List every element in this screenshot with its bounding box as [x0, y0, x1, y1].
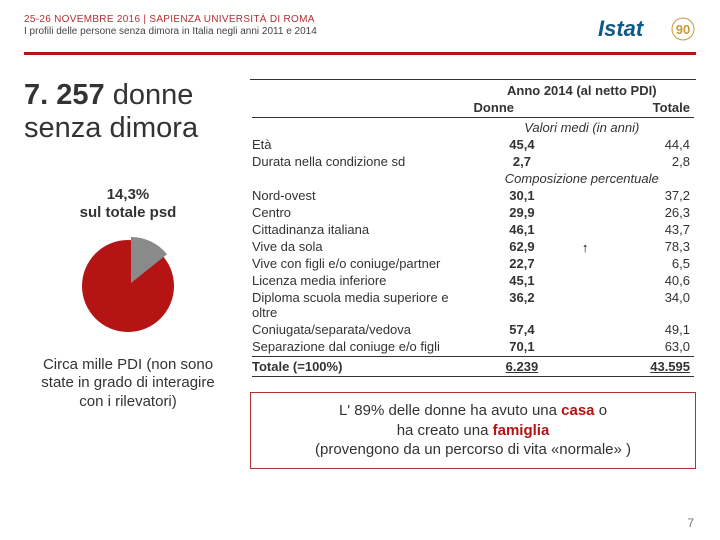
- callout-t2: o: [595, 402, 608, 419]
- callout-box: L' 89% delle donne ha avuto una casa o h…: [250, 392, 696, 469]
- row-totale: 6,5: [576, 255, 696, 272]
- row-label: Vive con figli e/o coniuge/partner: [250, 255, 468, 272]
- section2-title: Composizione percentuale: [468, 170, 696, 187]
- total-label: Totale (=100%): [250, 358, 468, 375]
- table-row: Separazione dal coniuge e/o figli70,163,…: [250, 338, 696, 355]
- table-row: Vive da sola62,9↑78,3: [250, 238, 696, 255]
- row-totale: 37,2: [576, 187, 696, 204]
- row-donne: 22,7: [468, 255, 577, 272]
- row-donne: 30,1: [468, 187, 577, 204]
- row-label: Nord-ovest: [250, 187, 468, 204]
- pie-chart: [78, 236, 178, 336]
- section1-title: Valori medi (in anni): [468, 119, 696, 136]
- callout-em2: famiglia: [493, 422, 550, 439]
- footnote-l1: Circa mille PDI (non sono: [43, 356, 213, 373]
- row-totale: 63,0: [576, 338, 696, 355]
- table-rule: [252, 117, 694, 118]
- left-column: 7. 257 donne senza dimora 14,3% sul tota…: [24, 79, 232, 469]
- total-totale: 43.595: [576, 358, 696, 375]
- right-column: Anno 2014 (al netto PDI) Donne Totale Va…: [250, 79, 696, 469]
- headline-line2: senza dimora: [24, 112, 198, 144]
- table-row: Nord-ovest30,137,2: [250, 187, 696, 204]
- headline-number: 7. 257: [24, 79, 105, 111]
- table-row: Cittadinanza italiana46,143,7: [250, 221, 696, 238]
- row-donne: 2,7: [468, 153, 577, 170]
- section-title-row: Valori medi (in anni): [250, 119, 696, 136]
- left-footnote: Circa mille PDI (non sono state in grado…: [24, 356, 232, 412]
- row-totale: 34,0: [576, 289, 696, 321]
- table-top-rule: [250, 79, 696, 80]
- table-row: Vive con figli e/o coniuge/partner22,76,…: [250, 255, 696, 272]
- logo-badge-text: 90: [676, 22, 690, 37]
- header-date-venue: 25-26 NOVEMBRE 2016 | SAPIENZA UNIVERSIT…: [24, 14, 317, 25]
- row-donne: 36,2: [468, 289, 577, 321]
- headline-word: donne: [113, 79, 194, 111]
- col-donne: Donne: [468, 99, 577, 116]
- stat-subtitle: sul totale psd: [24, 204, 232, 222]
- callout-t4: (provengono da un percorso di vita «norm…: [315, 441, 631, 458]
- table-row: Licenza media inferiore45,140,6: [250, 272, 696, 289]
- row-totale: 44,4: [576, 136, 696, 153]
- row-label: Coniugata/separata/vedova: [250, 321, 468, 338]
- callout-em1: casa: [561, 402, 594, 419]
- row-donne: 57,4: [468, 321, 577, 338]
- arrow-up-icon: ↑: [582, 240, 589, 255]
- footnote-l2: state in grado di interagire: [41, 374, 214, 391]
- row-label: Licenza media inferiore: [250, 272, 468, 289]
- row-donne: 45,1: [468, 272, 577, 289]
- row-totale: 26,3: [576, 204, 696, 221]
- table-header-row-1: Anno 2014 (al netto PDI): [250, 82, 696, 99]
- page-number: 7: [687, 516, 694, 530]
- istat-logo-icon: Istat: [598, 14, 668, 44]
- logo-text: Istat: [598, 16, 645, 41]
- row-label: Cittadinanza italiana: [250, 221, 468, 238]
- footnote-l3: con i rilevatori): [79, 393, 177, 410]
- callout-t3: ha creato una: [397, 422, 493, 439]
- row-totale: 40,6: [576, 272, 696, 289]
- total-donne: 6.239: [468, 358, 577, 375]
- row-donne: 29,9: [468, 204, 577, 221]
- table-header-row-2: Donne Totale: [250, 99, 696, 116]
- col-totale: Totale: [576, 99, 696, 116]
- percentage-stat: 14,3% sul totale psd: [24, 186, 232, 222]
- row-donne: 62,9↑: [468, 238, 577, 255]
- row-totale: 49,1: [576, 321, 696, 338]
- header-rule: [24, 52, 696, 55]
- total-row: Totale (=100%) 6.239 43.595: [250, 358, 696, 375]
- table-row: Coniugata/separata/vedova57,449,1: [250, 321, 696, 338]
- table-year-header: Anno 2014 (al netto PDI): [468, 82, 696, 99]
- pie-chart-svg: [78, 236, 178, 336]
- istat-logo: Istat 90: [598, 14, 696, 44]
- table-row: Centro29,926,3: [250, 204, 696, 221]
- row-label: Diploma scuola media superiore e oltre: [250, 289, 468, 321]
- row-label: Durata nella condizione sd: [250, 153, 468, 170]
- table-bottom-rule: [252, 376, 694, 377]
- headline-figure: 7. 257 donne senza dimora: [24, 79, 232, 146]
- callout-t1: L' 89% delle donne ha avuto una: [339, 402, 561, 419]
- row-totale: 78,3: [576, 238, 696, 255]
- row-label: Vive da sola: [250, 238, 468, 255]
- slide-header: 25-26 NOVEMBRE 2016 | SAPIENZA UNIVERSIT…: [24, 14, 696, 44]
- row-label: Età: [250, 136, 468, 153]
- stat-percent: 14,3%: [24, 186, 232, 204]
- table-rule: [252, 356, 694, 357]
- table-row: Durata nella condizione sd2,72,8: [250, 153, 696, 170]
- row-donne: 46,1: [468, 221, 577, 238]
- logo-badge-icon: 90: [670, 14, 696, 44]
- row-totale: 43,7: [576, 221, 696, 238]
- main-content: 7. 257 donne senza dimora 14,3% sul tota…: [24, 79, 696, 469]
- row-label: Separazione dal coniuge e/o figli: [250, 338, 468, 355]
- row-donne: 70,1: [468, 338, 577, 355]
- header-subtitle: I profili delle persone senza dimora in …: [24, 26, 317, 37]
- row-label: Centro: [250, 204, 468, 221]
- section-title-row: Composizione percentuale: [250, 170, 696, 187]
- table-row: Età45,444,4: [250, 136, 696, 153]
- data-table: Anno 2014 (al netto PDI) Donne Totale Va…: [250, 82, 696, 378]
- row-totale: 2,8: [576, 153, 696, 170]
- header-text: 25-26 NOVEMBRE 2016 | SAPIENZA UNIVERSIT…: [24, 14, 317, 37]
- table-row: Diploma scuola media superiore e oltre36…: [250, 289, 696, 321]
- row-donne: 45,4: [468, 136, 577, 153]
